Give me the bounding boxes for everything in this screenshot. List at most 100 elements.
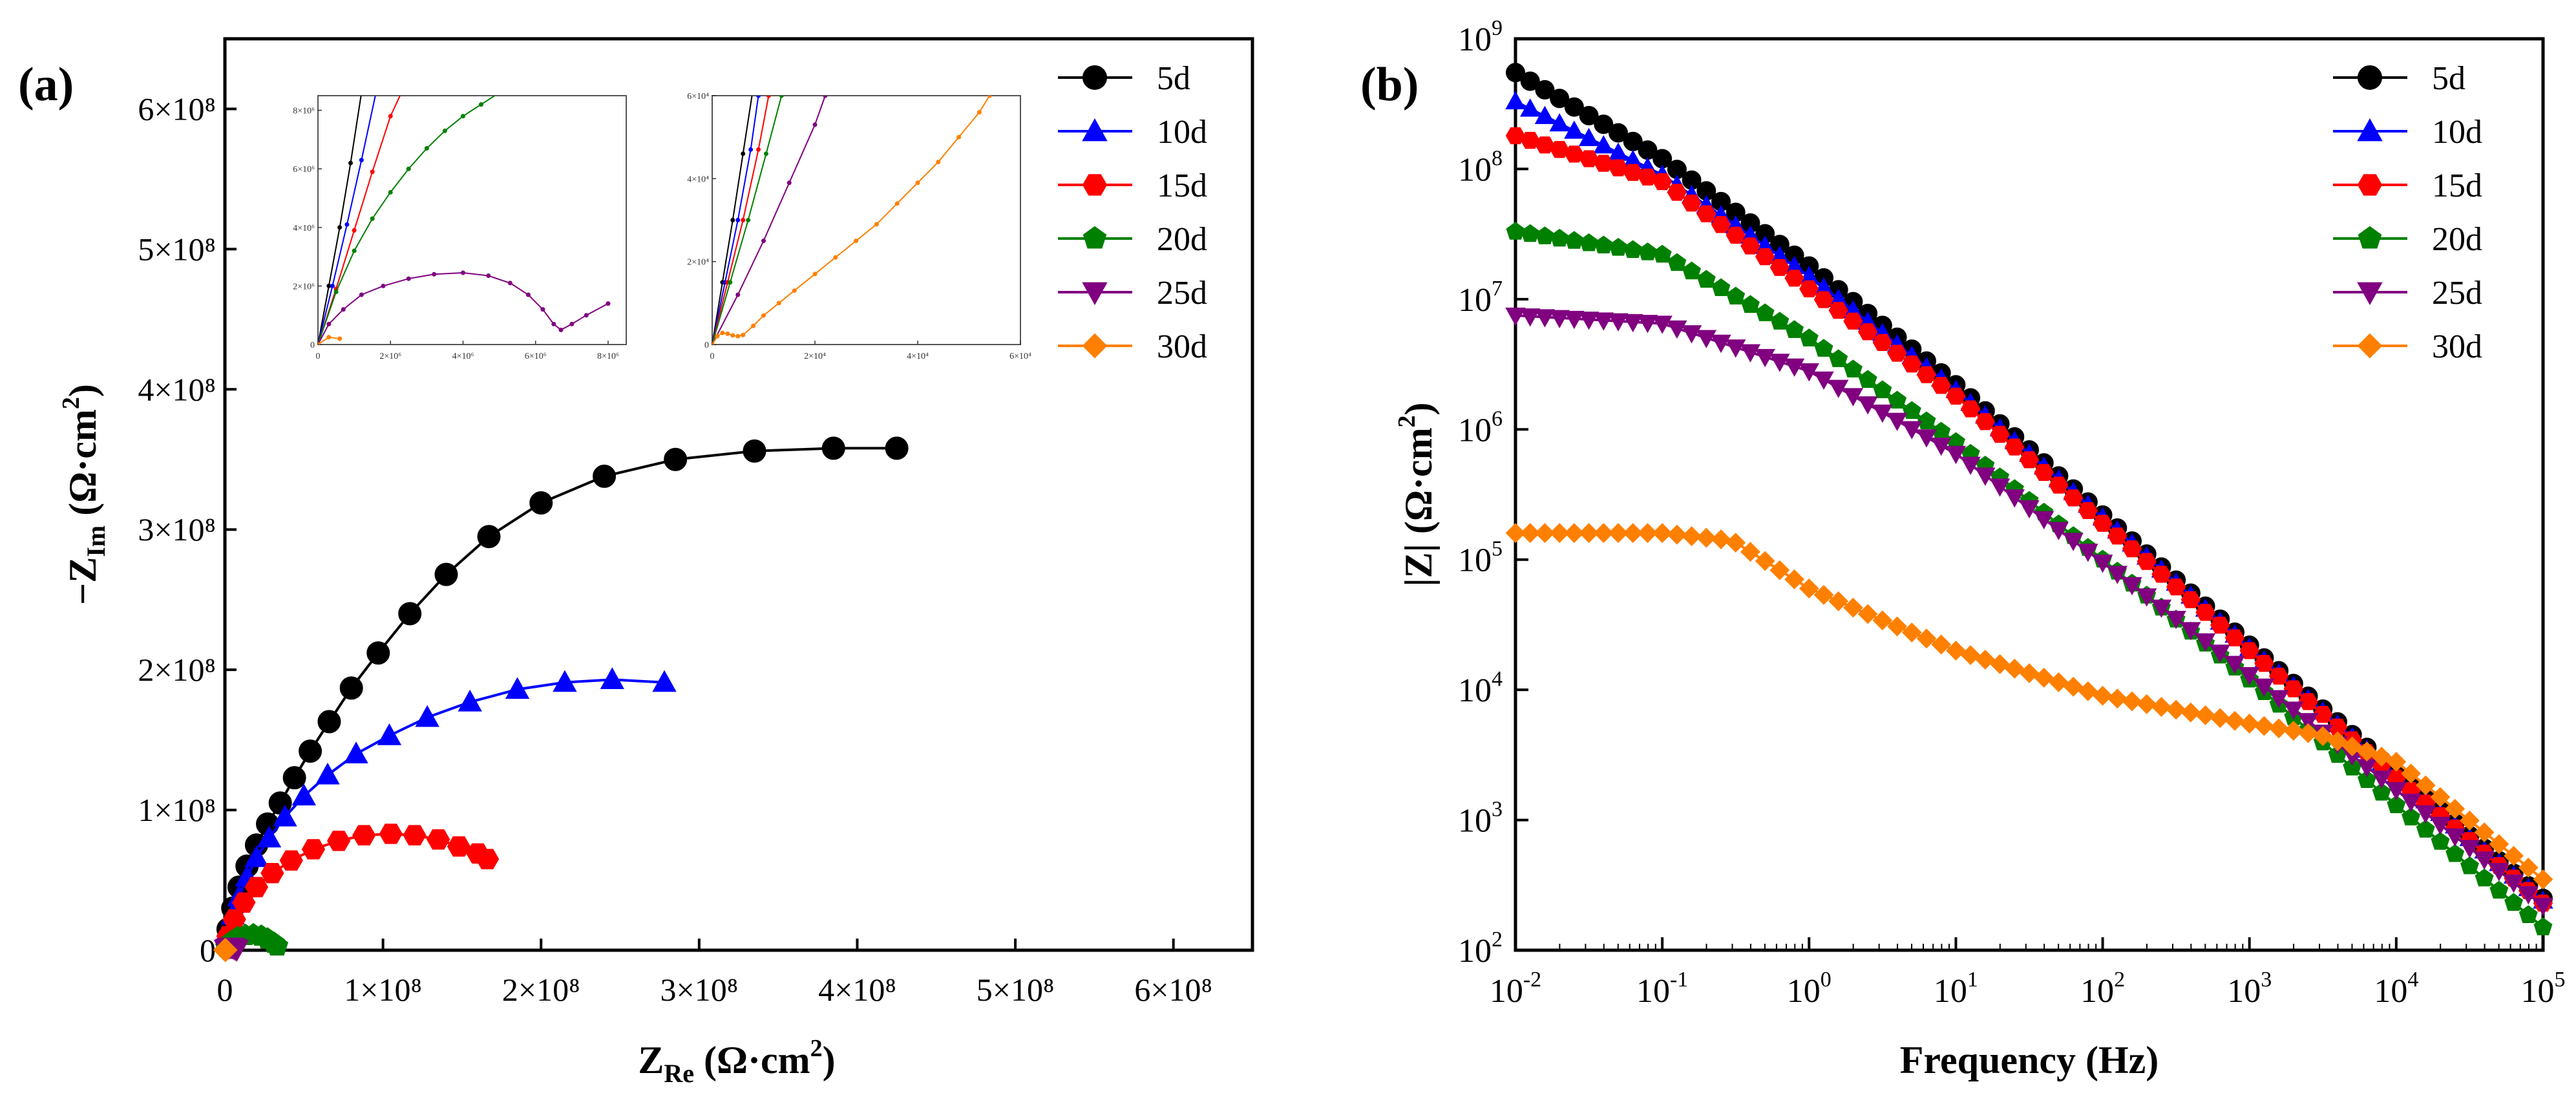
inset-ytick-label: 0 bbox=[704, 341, 709, 350]
inset-point-20d bbox=[779, 94, 784, 98]
panel-b-point-30d bbox=[2094, 686, 2112, 705]
inset-point-20d bbox=[406, 167, 411, 171]
panel-b-point-30d bbox=[2226, 712, 2244, 730]
panel-b-point-15d bbox=[1830, 303, 1848, 318]
panel-a-point-15d bbox=[302, 840, 324, 858]
inset-frame bbox=[712, 96, 1020, 345]
inset-point-5d bbox=[348, 161, 353, 165]
inset-point-25d bbox=[381, 284, 386, 288]
legend-a-label: 30d bbox=[1157, 328, 1207, 365]
panel-b-point-15d bbox=[2035, 465, 2053, 480]
panel-a-xlabel: ZRe (Ω·cm2) bbox=[638, 1035, 835, 1088]
panel-b-point-15d bbox=[2182, 592, 2200, 608]
inset-point-30d bbox=[710, 343, 715, 347]
panel-b-point-25d bbox=[2035, 512, 2053, 528]
inset-point-5d bbox=[359, 90, 364, 95]
inset-point-30d bbox=[956, 135, 961, 140]
panel-a-point-15d bbox=[280, 851, 302, 869]
legend-b-label: 5d bbox=[2432, 60, 2465, 97]
inset-point-25d bbox=[823, 94, 827, 98]
panel-b-point-15d bbox=[1947, 388, 1965, 404]
inset-point-25d bbox=[461, 271, 465, 275]
panel-b-point-30d bbox=[2079, 682, 2097, 700]
panel-b-point-30d bbox=[2152, 698, 2170, 716]
legend-a-label: 5d bbox=[1157, 60, 1190, 97]
panel-b-point-20d bbox=[1918, 412, 1936, 429]
panel-a-ytick-label: 3×10⁸ bbox=[138, 511, 216, 548]
panel-a-point-10d bbox=[378, 725, 400, 745]
panel-b-point-15d bbox=[1653, 174, 1671, 189]
panel-b-point-20d bbox=[1815, 340, 1833, 356]
legend-a-item-5d: 5d bbox=[1058, 60, 1190, 97]
panel-a-point-15d bbox=[476, 849, 498, 868]
panel-a-point-10d bbox=[317, 764, 339, 784]
inset-point-30d bbox=[916, 180, 920, 185]
legend-a-label: 20d bbox=[1157, 221, 1207, 258]
inset-point-25d bbox=[813, 122, 818, 127]
inset-point-20d bbox=[443, 129, 447, 133]
legend-a-marker bbox=[1083, 66, 1106, 89]
inset-point-30d bbox=[735, 334, 740, 339]
panel-b-xtick-label: 101 bbox=[1934, 968, 1978, 1010]
inset-point-25d bbox=[569, 322, 574, 326]
panel-b-line-25d bbox=[1515, 315, 2543, 906]
panel-b-point-30d bbox=[1991, 655, 2009, 673]
panel-b-point-15d bbox=[2005, 439, 2023, 454]
panel-b-point-30d bbox=[1756, 552, 1774, 570]
inset-ytick-label: 2×10⁶ bbox=[293, 282, 315, 292]
inset-point-25d bbox=[526, 293, 531, 297]
inset-point-30d bbox=[337, 336, 342, 341]
panel-b-point-30d bbox=[1771, 561, 1789, 579]
panel-b-xtick-label: 105 bbox=[2521, 968, 2566, 1010]
panel-b-point-20d bbox=[1903, 402, 1921, 418]
panel-b-xtick-label: 103 bbox=[2227, 968, 2272, 1010]
panel-b-point-30d bbox=[2138, 695, 2156, 713]
inset-frame bbox=[318, 96, 626, 345]
panel-a-point-5d bbox=[664, 449, 686, 471]
panel-b-series-25d bbox=[1506, 308, 2552, 915]
inset-point-30d bbox=[725, 332, 730, 336]
inset-point-25d bbox=[761, 239, 766, 243]
legend-b-marker bbox=[2358, 334, 2381, 357]
panel-b-point-10d bbox=[1506, 92, 1525, 109]
panel-b-ytick-label: 107 bbox=[1458, 277, 1503, 319]
inset-point-15d bbox=[352, 228, 357, 233]
panel-a-line-10d bbox=[228, 679, 664, 933]
panel-b-point-15d bbox=[2211, 617, 2229, 633]
panel-b-point-30d bbox=[2020, 664, 2038, 682]
inset-point-20d bbox=[370, 217, 375, 221]
panel-b-point-20d bbox=[1874, 381, 1892, 398]
panel-b-point-30d bbox=[2108, 690, 2126, 708]
legend-a-label: 25d bbox=[1157, 275, 1207, 312]
inset-point-20d bbox=[764, 151, 768, 156]
panel-a-xtick-label: 4×10⁸ bbox=[818, 972, 896, 1008]
panel-a-point-15d bbox=[427, 830, 449, 849]
panel-b-point-15d bbox=[1756, 249, 1774, 264]
inset-point-20d bbox=[533, 70, 538, 74]
panel-a-point-15d bbox=[224, 910, 246, 929]
inset-ytick-label: 0 bbox=[310, 341, 315, 350]
panel-b-point-15d bbox=[1683, 195, 1701, 211]
inset-point-10d bbox=[330, 284, 335, 288]
panel-b-point-15d bbox=[1712, 217, 1730, 232]
panel-a-point-15d bbox=[353, 825, 375, 844]
inset-point-5d bbox=[741, 151, 745, 156]
panel-b-point-15d bbox=[1976, 414, 1994, 429]
legend-b-marker bbox=[2359, 227, 2381, 248]
inset-point-25d bbox=[341, 307, 346, 312]
panel-b-point-15d bbox=[1874, 335, 1892, 350]
panel-b-point-15d bbox=[2020, 452, 2038, 467]
panel-a-point-5d bbox=[299, 740, 321, 762]
inset-point-30d bbox=[720, 331, 724, 335]
inset-point-30d bbox=[987, 94, 992, 98]
inset-xtick-label: 4×10⁴ bbox=[907, 352, 929, 361]
inset-xtick-label: 0 bbox=[710, 352, 715, 361]
panel-b-point-30d bbox=[2270, 719, 2288, 738]
inset-point-15d bbox=[756, 147, 761, 152]
legend-a-item-20d: 20d bbox=[1058, 221, 1207, 258]
panel-b-point-20d bbox=[1844, 361, 1862, 377]
